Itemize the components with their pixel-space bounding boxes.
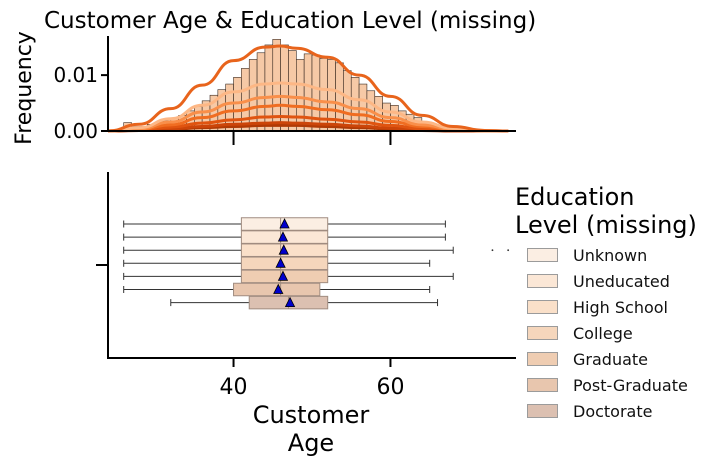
legend-label: High School [573, 297, 668, 317]
legend-entry: Post-Graduate [527, 375, 688, 395]
legend-swatch [527, 248, 558, 262]
histogram-bar [248, 59, 258, 132]
box [240, 256, 329, 271]
legend-label: Graduate [573, 349, 648, 369]
legend-swatch [527, 326, 558, 340]
bottom-xtick-label: 60 [376, 375, 404, 400]
legend-swatch [527, 274, 558, 288]
legend-entry: College [527, 323, 633, 343]
legend-entry: Uneducated [527, 271, 670, 291]
top-histogram-panel: 0.00 0.01 [53, 36, 516, 145]
legend-entry: Unknown [527, 245, 648, 265]
mean-marker [279, 218, 290, 229]
histogram-bar [288, 50, 297, 132]
mean-marker [277, 270, 289, 281]
chart-title: Customer Age & Education Level (missing) [44, 8, 536, 34]
mean-marker [278, 244, 289, 255]
outlier-point [491, 249, 494, 252]
legend-title-line-2: Level (missing) [515, 211, 697, 239]
legend-label: College [573, 323, 633, 343]
mean-marker [275, 257, 286, 268]
histogram-bar [256, 52, 266, 132]
legend-label: Post-Graduate [573, 375, 688, 395]
legend-title: Education Level (missing) [515, 183, 715, 239]
mean-marker [284, 296, 296, 308]
top-ylabel: Frequency [12, 31, 37, 145]
legend-swatch [527, 378, 558, 392]
bottom-xlabel-line: Age [288, 429, 334, 457]
top-ytick-label: 0.01 [53, 63, 98, 87]
legend-entry: Doctorate [527, 401, 653, 421]
top-ytick-label: 0.00 [53, 119, 98, 143]
mean-marker [273, 283, 284, 294]
legend-title-line-1: Education [515, 183, 635, 211]
kde-curve [107, 81, 509, 133]
kde-curve [107, 44, 509, 133]
mean-marker [277, 231, 289, 242]
legend-entry: High School [527, 297, 668, 317]
legend-swatch [527, 300, 558, 314]
legend-label: Unknown [573, 245, 648, 265]
bottom-xtick-label: 40 [220, 375, 248, 400]
legend-swatch [527, 404, 558, 418]
outlier-point [507, 249, 510, 252]
legend-label: Doctorate [573, 401, 653, 421]
legend-swatch [527, 352, 558, 366]
histogram-bar [296, 59, 305, 132]
legend-entry: Graduate [527, 349, 648, 369]
bottom-xlabel-line: Customer [253, 401, 370, 429]
legend-label: Uneducated [573, 271, 670, 291]
